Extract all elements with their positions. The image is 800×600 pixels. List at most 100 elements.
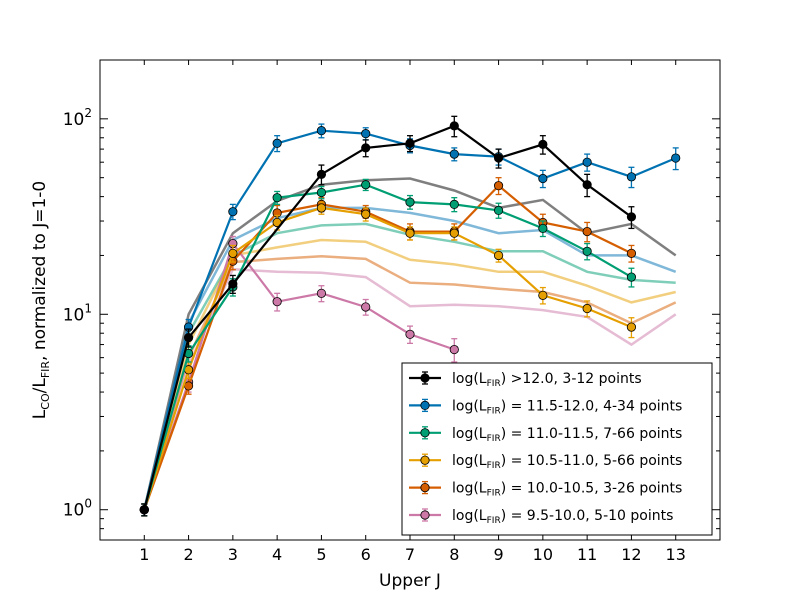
data-point: [582, 246, 592, 256]
data-point: [272, 297, 282, 307]
data-point: [449, 344, 459, 355]
legend-marker: [420, 455, 430, 465]
data-point: [228, 248, 238, 258]
data-point: [361, 129, 371, 139]
data-point: [626, 212, 637, 222]
x-tick-label: 7: [405, 545, 415, 564]
x-tick-label: 3: [228, 545, 238, 564]
x-axis-label: Upper J: [379, 571, 441, 591]
data-point: [228, 207, 238, 217]
data-point: [538, 223, 548, 234]
legend-label: log(LFIR) = 11.5-12.0, 4-34 points: [452, 398, 682, 416]
data-point: [449, 121, 459, 131]
series-line: [143, 184, 632, 511]
data-point: [183, 332, 194, 343]
data-point: [493, 250, 504, 261]
data-point: [538, 173, 548, 184]
data-point: [361, 302, 371, 312]
x-tick-label: 4: [272, 545, 282, 564]
legend-label: log(LFIR) >12.0, 3-12 points: [452, 371, 642, 389]
data-point: [626, 272, 637, 282]
legend-marker: [420, 428, 430, 438]
x-tick-label: 1: [139, 545, 149, 564]
legend-entry-4: log(LFIR) = 10.5-11.0, 5-66 points: [409, 453, 682, 471]
x-tick-label: 2: [183, 545, 193, 564]
x-tick-label: 13: [666, 545, 686, 564]
y-tick-label: 100: [63, 497, 92, 521]
x-tick-label: 10: [533, 545, 553, 564]
legend: log(LFIR) >12.0, 3-12 points log(LFIR) = …: [401, 362, 713, 536]
x-tick-label: 11: [577, 545, 597, 564]
x-tick-label: 9: [493, 545, 503, 564]
y-axis-ticks: 100 101 102: [63, 106, 720, 541]
y-tick-label: 102: [63, 106, 92, 130]
data-point: [626, 322, 637, 332]
data-point: [272, 138, 282, 148]
series-1: [139, 115, 637, 517]
legend-marker: [420, 400, 430, 410]
x-tick-label: 8: [449, 545, 459, 564]
data-point: [139, 505, 149, 515]
data-point: [582, 303, 592, 314]
data-point: [449, 228, 459, 238]
data-point: [405, 329, 415, 339]
data-point: [626, 248, 637, 258]
data-point: [582, 180, 592, 190]
data-point: [316, 288, 327, 298]
x-axis-ticks: 1 2 3 4 5 6 7 8 9 10 11 12 13: [139, 60, 686, 564]
data-point: [405, 138, 415, 148]
legend-entry-1: log(LFIR) >12.0, 3-12 points: [409, 371, 642, 389]
y-tick-label: 101: [63, 301, 92, 325]
legend-marker: [420, 373, 430, 383]
data-series: [139, 115, 681, 517]
legend-entry-5: log(LFIR) = 10.0-10.5, 3-26 points: [409, 481, 682, 499]
data-point: [272, 193, 282, 203]
y-axis-label: LCO/LFIR, normalized to J=1-0: [30, 181, 52, 419]
data-point: [449, 149, 459, 159]
legend-entry-3: log(LFIR) = 11.0-11.5, 7-66 points: [409, 426, 682, 444]
legend-label: log(LFIR) = 10.0-10.5, 3-26 points: [452, 481, 682, 499]
legend-entries: log(LFIR) >12.0, 3-12 points log(LFIR) = …: [409, 371, 682, 526]
legend-label: log(LFIR) = 9.5-10.0, 5-10 points: [452, 508, 673, 526]
y-label-rest: , normalized to J=1-0: [30, 181, 50, 361]
data-point: [493, 205, 504, 216]
legend-box: [401, 362, 713, 536]
y-label-slash: /L: [30, 378, 50, 394]
data-point: [671, 153, 681, 163]
data-point: [582, 226, 592, 237]
y-label-fir-subscript: FIR: [39, 361, 52, 379]
data-point: [405, 228, 415, 238]
data-point: [316, 187, 327, 198]
data-point: [626, 172, 637, 182]
data-point: [449, 199, 459, 209]
series-line: [143, 241, 455, 511]
data-point: [183, 381, 194, 391]
data-point: [316, 169, 327, 179]
data-point: [228, 279, 238, 289]
legend-label: log(LFIR) = 11.0-11.5, 7-66 points: [452, 426, 682, 444]
legend-marker: [420, 510, 430, 520]
data-point: [316, 126, 327, 136]
series-line: [143, 183, 632, 511]
x-tick-label: 12: [621, 545, 641, 564]
y-label-l1: L: [30, 409, 50, 419]
data-point: [493, 181, 504, 191]
x-tick-label: 6: [361, 545, 371, 564]
data-point: [493, 153, 504, 163]
data-point: [582, 157, 592, 167]
legend-marker: [420, 482, 430, 493]
data-point: [405, 197, 415, 207]
data-point: [538, 290, 548, 300]
y-label-co-subscript: CO: [39, 393, 52, 410]
data-point: [361, 143, 371, 153]
data-point: [316, 203, 327, 213]
legend-entry-6: log(LFIR) = 9.5-10.0, 5-10 points: [409, 508, 673, 526]
data-point: [361, 180, 371, 190]
legend-label: log(LFIR) = 10.5-11.0, 5-66 points: [452, 453, 682, 471]
data-point: [538, 139, 548, 149]
legend-entry-2: log(LFIR) = 11.5-12.0, 4-34 points: [409, 398, 682, 416]
data-point: [361, 209, 371, 219]
x-tick-label: 5: [316, 545, 326, 564]
series-line: [143, 206, 632, 511]
